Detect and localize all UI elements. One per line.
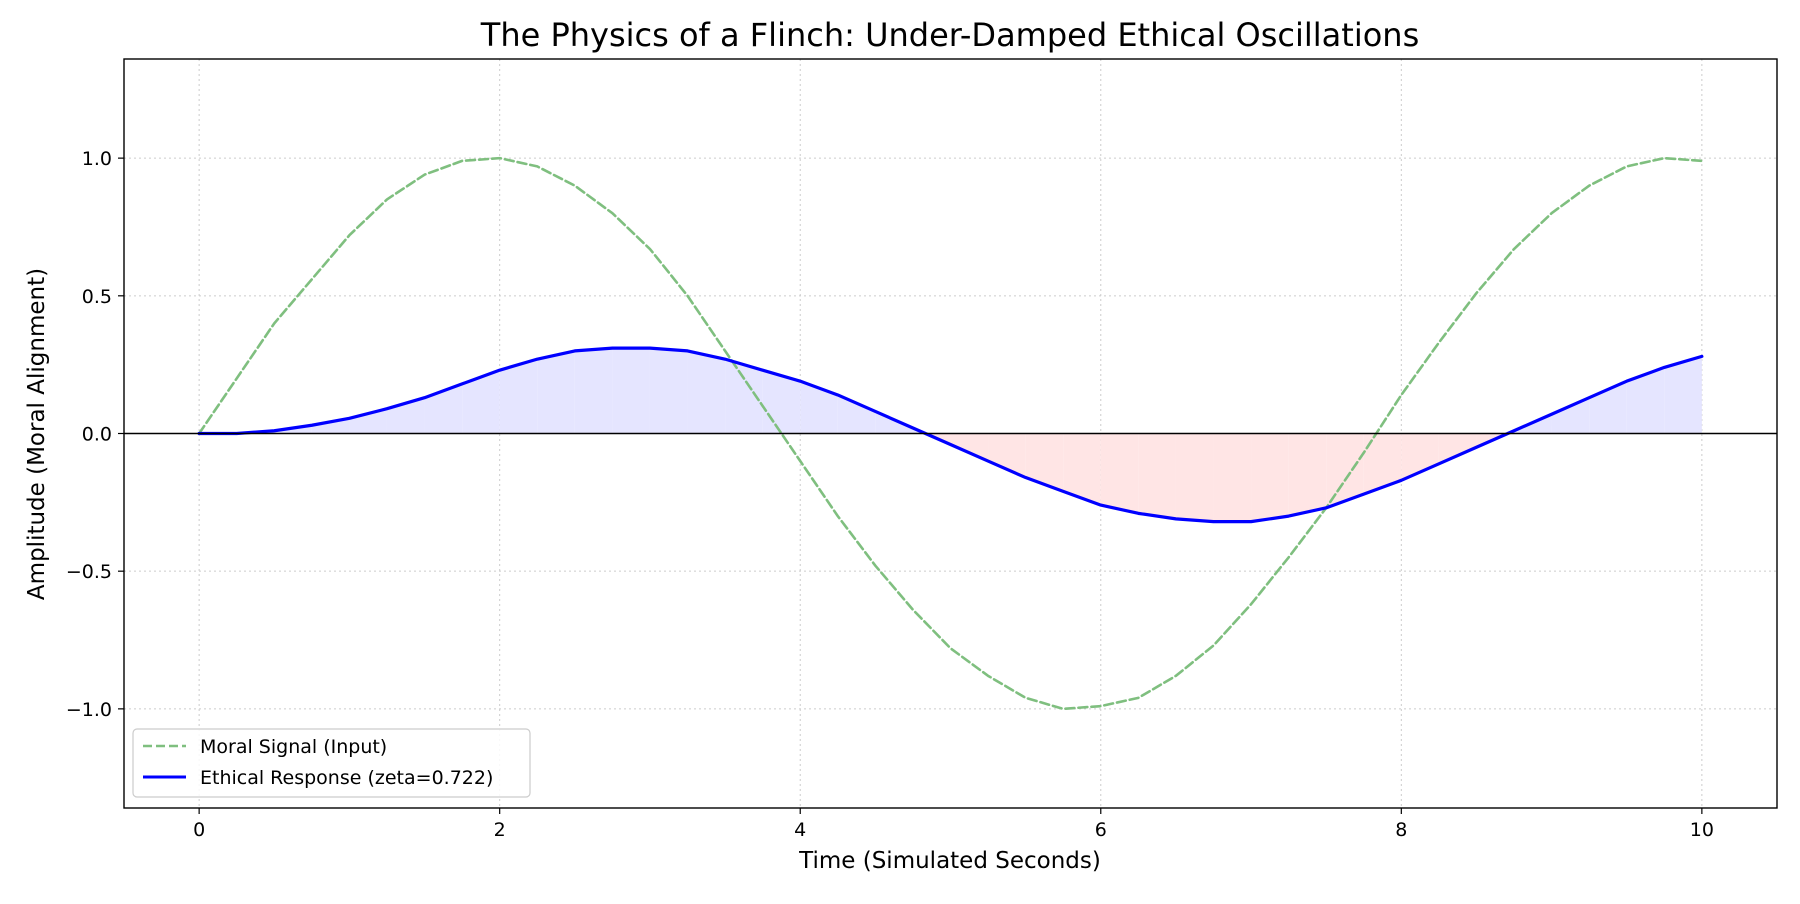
fill-region-positive <box>1551 397 1590 434</box>
fill-region-positive <box>1664 356 1702 434</box>
fill-region-positive <box>1626 367 1665 434</box>
fill-region-negative <box>950 433 989 462</box>
fill-region-negative <box>1288 433 1327 517</box>
x-tick-label: 10 <box>1690 819 1714 841</box>
x-axis-label: Time (Simulated Seconds) <box>798 848 1101 874</box>
fill-region-positive <box>612 348 650 434</box>
fill-region-positive <box>349 408 387 434</box>
x-tick-label: 6 <box>1095 819 1107 841</box>
fill-region-positive <box>725 359 763 434</box>
y-tick-label: −1.0 <box>66 699 112 721</box>
fill-region-negative <box>1063 433 1101 506</box>
fill-region-positive <box>537 350 575 434</box>
chart-title: The Physics of a Flinch: Under-Damped Et… <box>480 16 1419 54</box>
fill-region-negative <box>1175 433 1214 522</box>
x-tick-label: 2 <box>494 819 506 841</box>
response-fill <box>236 348 1702 522</box>
x-tick-label: 8 <box>1395 819 1407 841</box>
legend: Moral Signal (Input) Ethical Response (z… <box>132 728 531 798</box>
fill-region-negative <box>1401 433 1439 481</box>
y-axis-label: Amplitude (Moral Alignment) <box>24 268 50 600</box>
series-line-ethical-response <box>197 346 1704 524</box>
tick-labels: 0 2 4 6 8 10 −1.0 −0.5 0.0 0.5 1.0 <box>66 148 1714 841</box>
fill-region-negative <box>988 433 1026 478</box>
y-tick-label: 0.0 <box>82 424 112 446</box>
fill-region-positive <box>311 418 350 434</box>
fill-region-negative <box>1326 433 1364 508</box>
y-tick-label: 1.0 <box>82 148 112 170</box>
fill-region-positive <box>462 370 500 434</box>
fill-region-positive <box>837 394 876 434</box>
fill-region-positive <box>499 359 538 434</box>
legend-label-signal: Moral Signal (Input) <box>200 736 387 758</box>
fill-region-negative <box>1025 433 1064 492</box>
fill-region-negative <box>1138 433 1176 519</box>
legend-box <box>132 728 531 798</box>
fill-region-negative <box>1251 433 1289 522</box>
plot-frame <box>123 58 1778 809</box>
x-tick-label: 4 <box>794 819 806 841</box>
fill-region-positive <box>574 348 613 434</box>
fill-region-negative <box>1213 433 1252 522</box>
axes <box>118 157 1777 814</box>
fill-region-negative <box>1363 433 1402 495</box>
y-tick-label: 0.5 <box>82 286 112 308</box>
legend-label-response: Ethical Response (zeta=0.722) <box>200 767 493 789</box>
series-lines <box>197 156 1704 711</box>
fill-region-positive <box>424 383 463 434</box>
fill-region-negative <box>1100 433 1139 514</box>
fill-region-negative <box>1438 433 1477 464</box>
series-line-moral-signal <box>197 156 1704 711</box>
fill-region-positive <box>800 381 838 434</box>
y-tick-label: −0.5 <box>66 561 112 583</box>
fill-region-positive <box>649 348 688 434</box>
x-tick-label: 0 <box>193 819 205 841</box>
fill-region-positive <box>687 350 726 434</box>
